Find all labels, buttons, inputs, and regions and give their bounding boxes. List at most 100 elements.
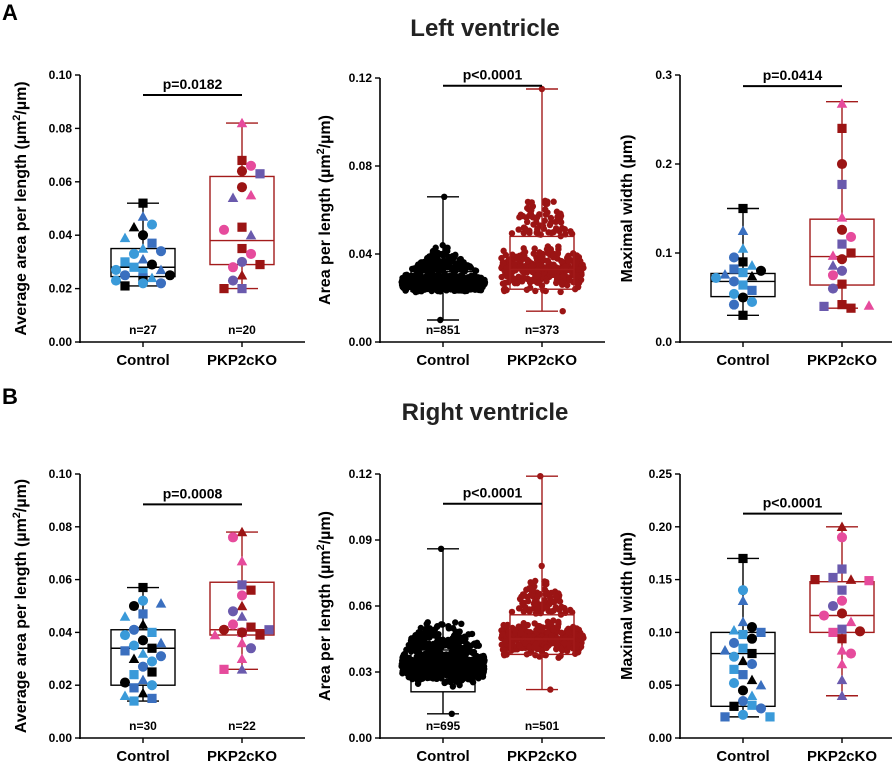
data-point xyxy=(137,687,149,698)
data-point xyxy=(146,680,158,691)
data-point xyxy=(476,668,484,675)
data-point xyxy=(429,667,436,674)
data-point xyxy=(422,643,429,650)
x-tick-label: Control xyxy=(116,748,169,765)
data-point xyxy=(452,261,459,268)
data-point xyxy=(563,263,570,270)
data-point xyxy=(845,574,857,584)
data-point xyxy=(547,214,555,222)
data-point xyxy=(837,279,847,289)
data-point xyxy=(720,712,730,722)
data-point xyxy=(255,169,265,179)
data-point xyxy=(827,283,839,294)
data-point xyxy=(836,98,848,108)
data-point xyxy=(728,637,740,649)
data-point xyxy=(526,606,533,613)
points-control xyxy=(119,582,167,706)
p-value-label: p=0.0182 xyxy=(163,76,223,92)
data-point xyxy=(456,633,463,641)
data-point xyxy=(120,646,130,656)
data-point xyxy=(155,278,167,289)
data-point xyxy=(452,284,459,291)
data-point xyxy=(498,273,505,281)
n-label: n=30 xyxy=(129,719,157,733)
data-point xyxy=(245,229,257,240)
data-point xyxy=(846,248,856,258)
data-point xyxy=(402,281,410,288)
data-point xyxy=(433,623,441,630)
data-point xyxy=(543,604,551,611)
data-point xyxy=(465,631,472,638)
data-point xyxy=(836,224,848,235)
data-point xyxy=(564,281,571,289)
data-point xyxy=(236,256,248,267)
points-control xyxy=(710,203,767,320)
data-point xyxy=(147,667,157,677)
data-point xyxy=(432,244,439,251)
data-point xyxy=(573,252,580,259)
y-axis-label: Average area per length (µm2/µm) xyxy=(11,479,30,733)
data-point xyxy=(755,265,767,276)
data-point xyxy=(528,263,535,270)
panel-letter-b: B xyxy=(2,384,18,409)
data-point xyxy=(530,221,537,228)
data-point xyxy=(236,526,248,537)
data-point xyxy=(138,609,148,619)
data-point xyxy=(738,203,748,214)
data-point xyxy=(518,278,526,285)
data-point xyxy=(746,690,758,700)
data-point xyxy=(245,189,257,200)
data-point xyxy=(515,226,522,233)
data-point xyxy=(398,657,406,665)
data-point xyxy=(746,659,758,670)
data-point xyxy=(566,276,573,284)
data-point xyxy=(264,625,274,635)
data-point xyxy=(430,640,437,648)
data-point xyxy=(236,611,248,621)
data-point xyxy=(137,595,149,606)
data-point xyxy=(521,639,529,647)
x-tick-label: Control xyxy=(716,352,769,369)
p-value-label: p<0.0001 xyxy=(763,495,823,511)
data-point xyxy=(418,656,425,663)
data-point xyxy=(738,310,748,320)
data-point xyxy=(128,640,140,651)
data-point xyxy=(536,626,544,633)
data-point xyxy=(449,683,457,690)
n-label: n=851 xyxy=(426,323,461,337)
data-point xyxy=(236,117,248,128)
data-point xyxy=(837,624,847,634)
y-tick-label: 0.10 xyxy=(649,625,673,639)
data-point xyxy=(547,246,555,253)
data-point xyxy=(729,664,739,674)
data-point xyxy=(472,267,480,274)
data-point xyxy=(728,651,740,662)
data-point xyxy=(457,265,465,273)
data-point xyxy=(454,640,462,647)
data-point xyxy=(129,683,139,693)
data-point xyxy=(836,595,848,606)
data-point xyxy=(426,674,433,681)
n-label: n=373 xyxy=(525,323,560,337)
data-point xyxy=(515,253,522,260)
y-tick-label: 0.3 xyxy=(655,68,672,82)
data-point xyxy=(155,598,167,608)
n-label: n=501 xyxy=(525,719,560,733)
data-point xyxy=(728,252,740,263)
data-point xyxy=(507,642,515,649)
data-point xyxy=(837,585,847,595)
data-point xyxy=(430,280,438,287)
data-point xyxy=(515,605,523,612)
y-tick-label: 0.1 xyxy=(655,246,672,260)
data-point xyxy=(509,251,516,258)
data-point xyxy=(836,521,848,532)
data-point xyxy=(155,637,167,648)
y-tick-label: 0.0 xyxy=(655,335,672,349)
data-point xyxy=(137,674,149,685)
data-point xyxy=(449,256,456,264)
data-point xyxy=(747,285,757,295)
y-axis-label: Area per length (µm2/µm) xyxy=(315,115,334,305)
data-point xyxy=(454,659,461,667)
y-axis-label: Maximal width (µm) xyxy=(619,135,636,283)
panel-letter-a: A xyxy=(2,0,18,25)
